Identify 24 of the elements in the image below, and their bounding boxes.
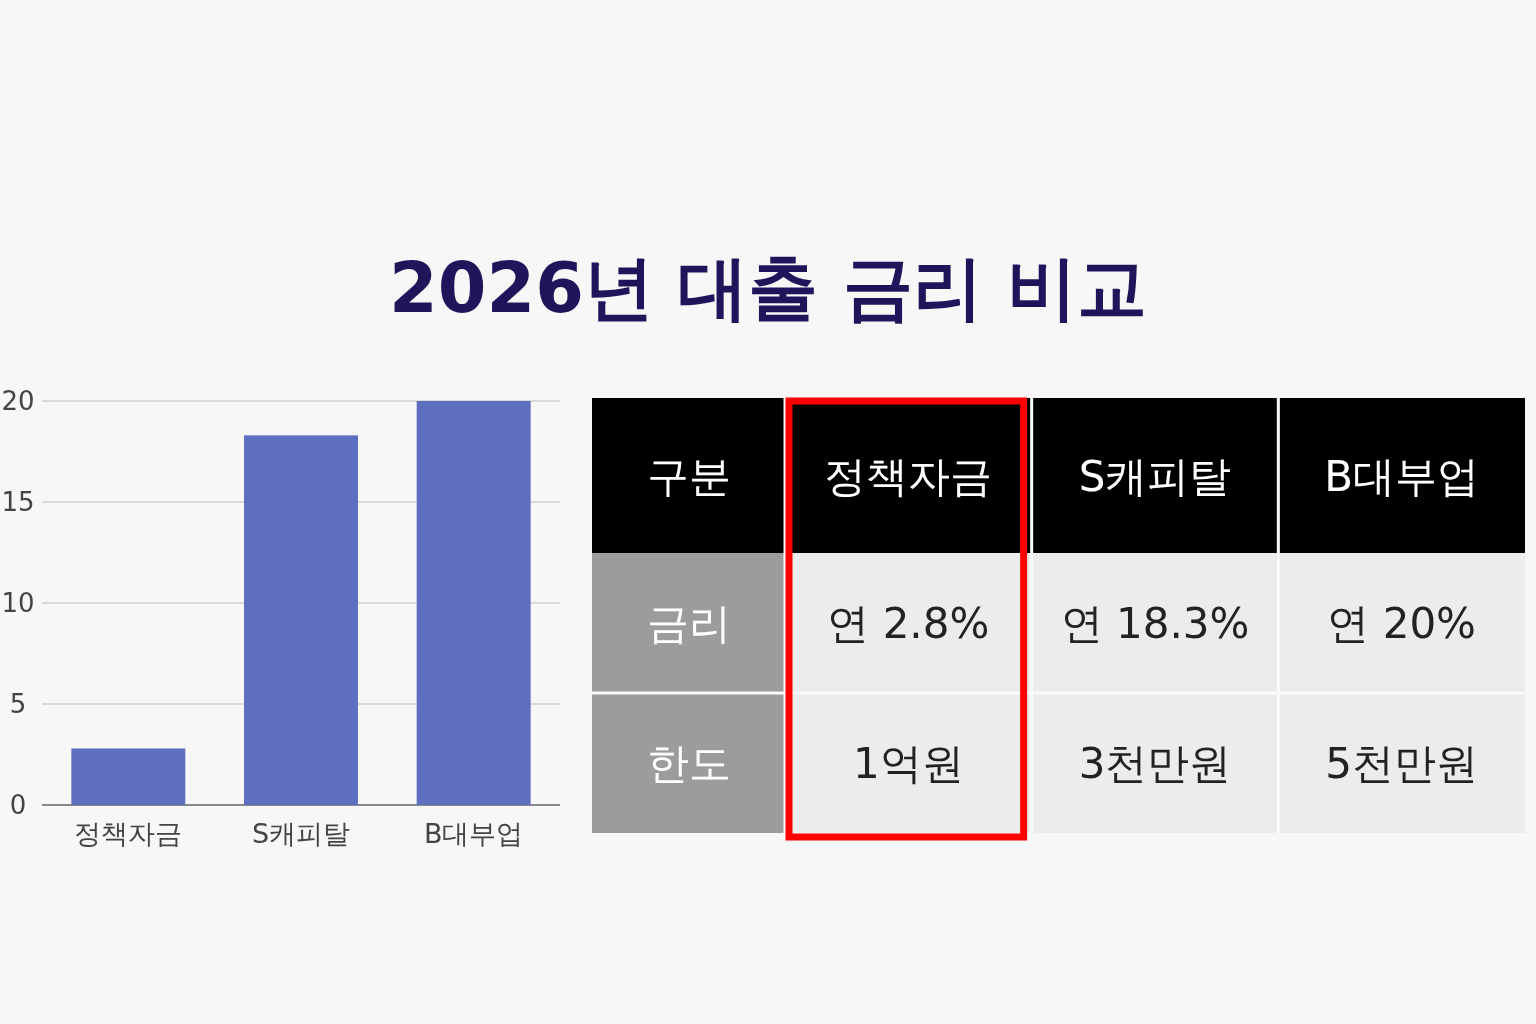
y-tick-label: 0 bbox=[9, 790, 27, 820]
text: 3천만원 bbox=[1078, 739, 1232, 788]
y-tick-label: 20 bbox=[1, 386, 35, 416]
text: 5천만원 bbox=[1325, 739, 1479, 788]
text: 연 2.8% bbox=[827, 599, 990, 648]
x-tick-label: 정책자금 bbox=[74, 818, 183, 849]
category-label: S캐피탈 bbox=[1078, 451, 1232, 501]
text: 연 20% bbox=[1327, 599, 1477, 648]
bar bbox=[416, 401, 531, 805]
x-tick-label: S캐피탈 bbox=[251, 818, 351, 849]
bar bbox=[244, 435, 358, 805]
text: 1억원 bbox=[852, 739, 964, 788]
y-tick-label: 10 bbox=[1, 588, 35, 618]
category-label: B대부업 bbox=[1324, 451, 1480, 501]
text: 금리 bbox=[646, 599, 731, 648]
text: 한도 bbox=[646, 739, 731, 788]
text: 연 18.3% bbox=[1060, 599, 1250, 648]
text: 2026년 대출 금리 비교 bbox=[389, 247, 1147, 329]
x-tick-label: B대부업 bbox=[423, 818, 524, 849]
y-tick-label: 5 bbox=[9, 689, 27, 719]
category-label: 정책자금 bbox=[824, 451, 993, 501]
y-tick-label: 15 bbox=[1, 487, 35, 517]
bar bbox=[71, 748, 186, 805]
category-label: 구분 bbox=[646, 451, 731, 501]
